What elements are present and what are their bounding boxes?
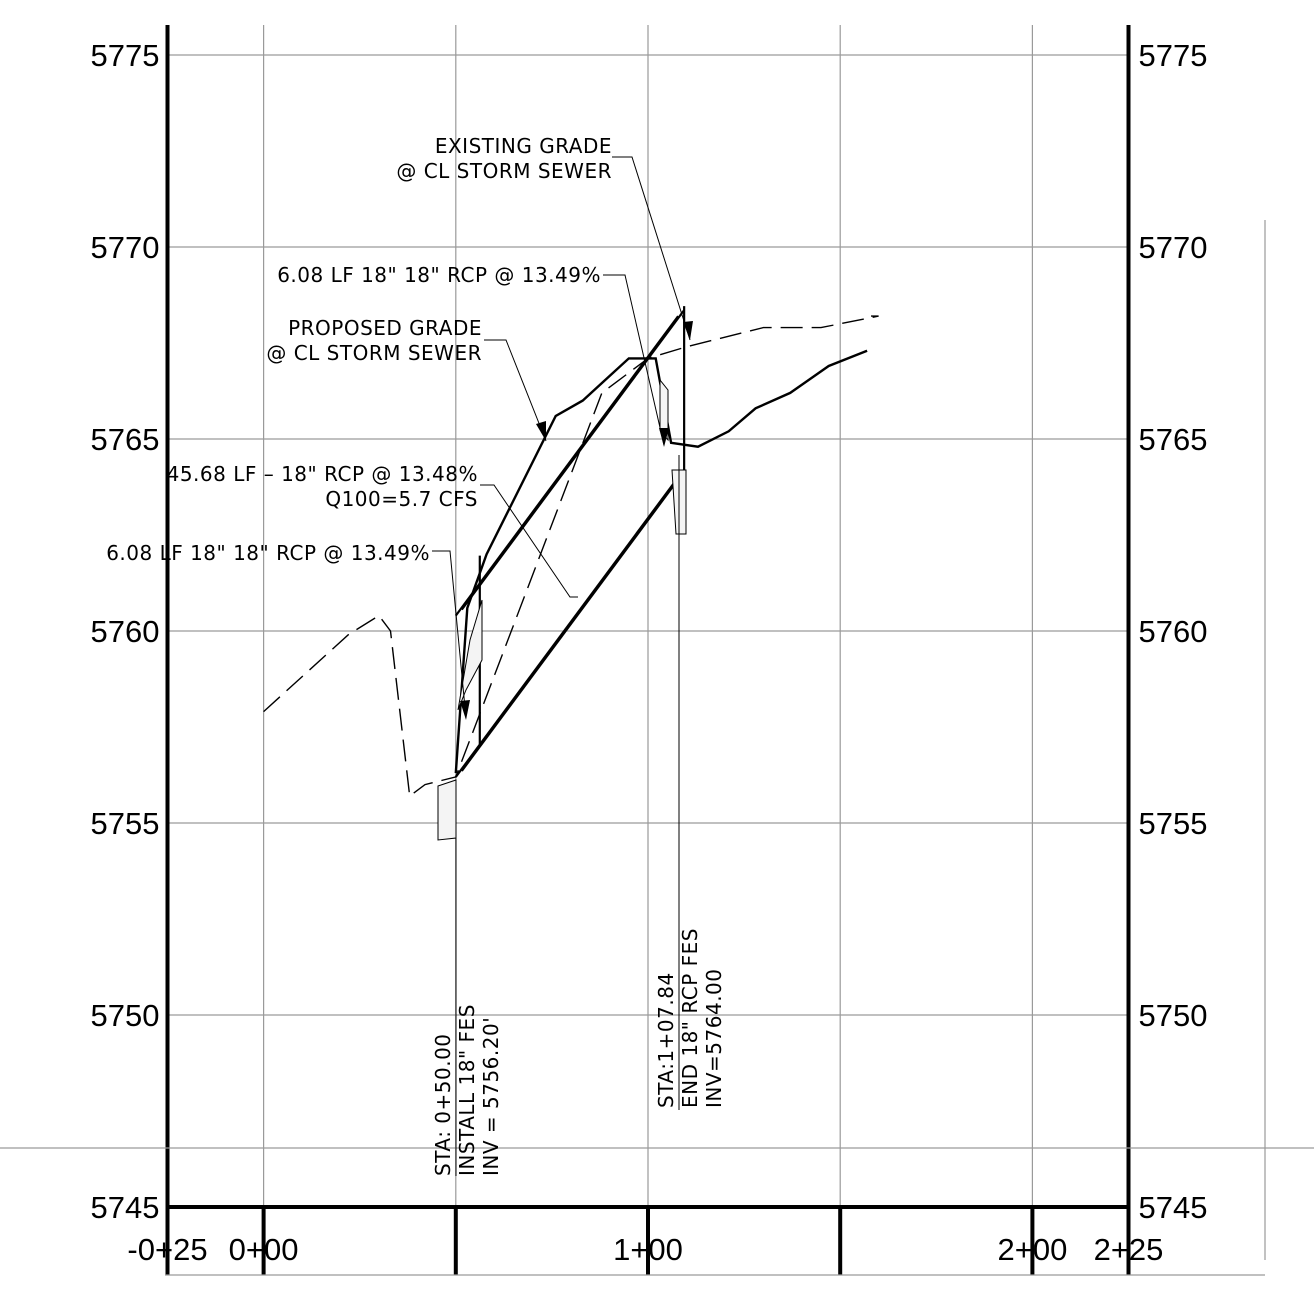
elevation-label-left: 5775 — [91, 38, 160, 73]
label-start-station-3: INV = 5756.20' — [479, 1017, 503, 1176]
station-labels: -0+25 0+00 1+00 2+00 2+25 — [127, 1232, 1163, 1267]
riprap-start-upper — [457, 599, 483, 711]
leader-short-pipe-top — [603, 274, 665, 446]
arrow-existing-grade — [683, 321, 693, 340]
pipe-crown-line — [454, 315, 680, 617]
elevation-label-left: 5755 — [91, 806, 160, 841]
leader-existing-grade — [612, 156, 691, 341]
label-existing-grade-1: EXISTING GRADE — [435, 134, 612, 158]
elevation-label-right: 5750 — [1139, 998, 1208, 1033]
leader-arrowheads — [460, 321, 693, 720]
elevation-label-left: 5750 — [91, 998, 160, 1033]
station-label: -0+25 — [127, 1232, 207, 1267]
elevation-label-right: 5770 — [1139, 230, 1208, 265]
label-main-pipe-2: Q100=5.7 CFS — [325, 487, 478, 511]
arrow-short-pipe-bottom — [460, 700, 470, 720]
label-existing-grade-2: @ CL STORM SEWER — [396, 159, 612, 183]
elevation-label-right: 5745 — [1139, 1190, 1208, 1225]
elevation-label-left: 5765 — [91, 422, 160, 457]
elevation-label-left: 5770 — [91, 230, 160, 265]
label-end-station-1: STA:1+07.84 — [654, 972, 678, 1108]
label-start-station-1: STA: 0+50.00 — [431, 1033, 455, 1176]
label-start-station-2: INSTALL 18" FES — [455, 1004, 479, 1176]
label-short-pipe-bottom: 6.08 LF 18" 18" RCP @ 13.49% — [106, 541, 430, 565]
label-end-station-3: INV=5764.00 — [702, 968, 726, 1108]
elevation-labels-right: 5775 5770 5765 5760 5755 5750 5745 — [1139, 38, 1208, 1225]
leader-main-pipe — [480, 484, 578, 598]
label-proposed-grade-2: @ CL STORM SEWER — [266, 341, 482, 365]
profile-frame — [165, 25, 1131, 1275]
pipe-invert-line-inner — [460, 470, 686, 772]
elevation-label-right: 5765 — [1139, 422, 1208, 457]
elevation-labels-left: 5775 5770 5765 5760 5755 5750 5745 — [91, 38, 160, 1225]
storm-sewer-pipe — [454, 306, 686, 778]
arrow-proposed-grade — [536, 421, 546, 441]
label-short-pipe-top: 6.08 LF 18" 18" RCP @ 13.49% — [277, 263, 601, 287]
elevation-label-right: 5755 — [1139, 806, 1208, 841]
station-label: 1+00 — [613, 1232, 683, 1267]
pipe-invert-line — [454, 476, 680, 778]
leader-proposed-grade — [484, 339, 547, 442]
elevation-label-left: 5745 — [91, 1190, 160, 1225]
elevation-label-left: 5760 — [91, 614, 160, 649]
existing-grade-line — [263, 315, 879, 798]
station-label: 2+00 — [997, 1232, 1067, 1267]
station-label: 2+25 — [1094, 1232, 1164, 1267]
leader-short-pipe-bottom — [432, 550, 467, 719]
leader-lines — [432, 156, 691, 1176]
pipe-crown-line-inner — [460, 309, 686, 611]
elevation-label-right: 5775 — [1139, 38, 1208, 73]
station-label: 0+00 — [229, 1232, 299, 1267]
label-end-station-2: END 18" RCP FES — [678, 928, 702, 1108]
riprap-end-upper — [659, 378, 669, 442]
arrow-short-pipe-top — [659, 428, 669, 447]
riprap-start — [437, 779, 457, 841]
elevation-label-right: 5760 — [1139, 614, 1208, 649]
label-proposed-grade-1: PROPOSED GRADE — [288, 316, 482, 340]
label-main-pipe-1: 45.68 LF – 18" RCP @ 13.48% — [167, 462, 478, 486]
grid — [167, 25, 1129, 1208]
